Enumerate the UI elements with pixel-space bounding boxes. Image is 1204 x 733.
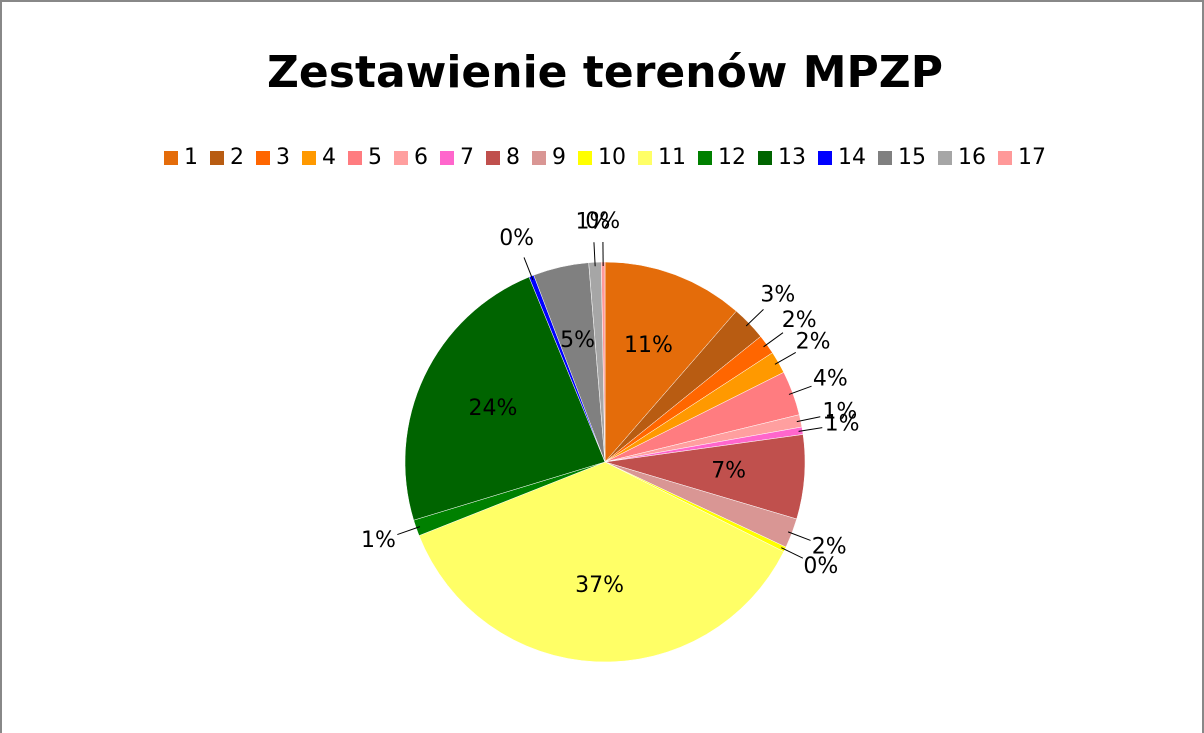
data-label: 3% (760, 283, 795, 308)
legend-label: 7 (460, 145, 474, 170)
data-label: 5% (560, 328, 595, 353)
legend-swatch (302, 151, 316, 165)
data-label: 0% (585, 209, 620, 234)
legend-label: 17 (1018, 145, 1046, 170)
leader-line (397, 526, 421, 536)
leader-line (763, 332, 784, 348)
legend-swatch (348, 151, 362, 165)
leader-line (788, 385, 812, 395)
data-label: 4% (813, 366, 848, 391)
pie-slice (604, 261, 737, 463)
data-label: 2% (796, 329, 831, 354)
pie-slice (404, 276, 606, 521)
data-label: 2% (782, 308, 817, 333)
leader-line (798, 427, 823, 432)
legend-label: 2 (230, 145, 244, 170)
legend-swatch (758, 151, 772, 165)
legend-label: 5 (368, 145, 382, 170)
legend-swatch (998, 151, 1012, 165)
legend-label: 6 (414, 145, 428, 170)
data-label: 0% (499, 226, 534, 251)
legend-label: 16 (958, 145, 986, 170)
legend-swatch (210, 151, 224, 165)
legend-label: 12 (718, 145, 746, 170)
data-label: 1% (825, 411, 860, 436)
data-label: 7% (711, 458, 746, 483)
legend-swatch (440, 151, 454, 165)
leader-line (745, 309, 764, 327)
data-label: 0% (803, 554, 838, 579)
legend-swatch (532, 151, 546, 165)
legend-swatch (256, 151, 270, 165)
data-label: 1% (822, 400, 857, 425)
pie-slice (418, 461, 785, 663)
data-label: 37% (575, 573, 624, 598)
legend-label: 11 (658, 145, 686, 170)
legend-swatch (938, 151, 952, 165)
data-label: 1% (361, 528, 396, 553)
legend-label: 14 (838, 145, 866, 170)
legend-swatch (394, 151, 408, 165)
legend-swatch (638, 151, 652, 165)
legend: 1 2 3 4 5 6 7 8 9 10 11 12 13 14 15 16 17 (164, 145, 1046, 170)
legend-swatch (818, 151, 832, 165)
legend-label: 13 (778, 145, 806, 170)
chart-title: Zestawienie terenów MPZP (267, 47, 943, 98)
legend-label: 10 (598, 145, 626, 170)
leader-line (593, 242, 596, 267)
data-label: 24% (469, 396, 518, 421)
data-label: 2% (812, 535, 847, 560)
legend-swatch (878, 151, 892, 165)
leader-line (787, 531, 811, 541)
legend-swatch (698, 151, 712, 165)
data-label: 1% (575, 209, 610, 234)
data-label: 11% (624, 333, 673, 358)
legend-label: 9 (552, 145, 566, 170)
legend-label: 4 (322, 145, 336, 170)
legend-label: 3 (276, 145, 290, 170)
legend-swatch (164, 151, 178, 165)
legend-swatch (578, 151, 592, 165)
leader-line (781, 547, 804, 559)
legend-label: 15 (898, 145, 926, 170)
legend-label: 1 (184, 145, 198, 170)
leader-line (774, 351, 797, 365)
leader-line (523, 257, 534, 280)
legend-label: 8 (506, 145, 520, 170)
legend-swatch (486, 151, 500, 165)
leader-line (796, 416, 821, 423)
